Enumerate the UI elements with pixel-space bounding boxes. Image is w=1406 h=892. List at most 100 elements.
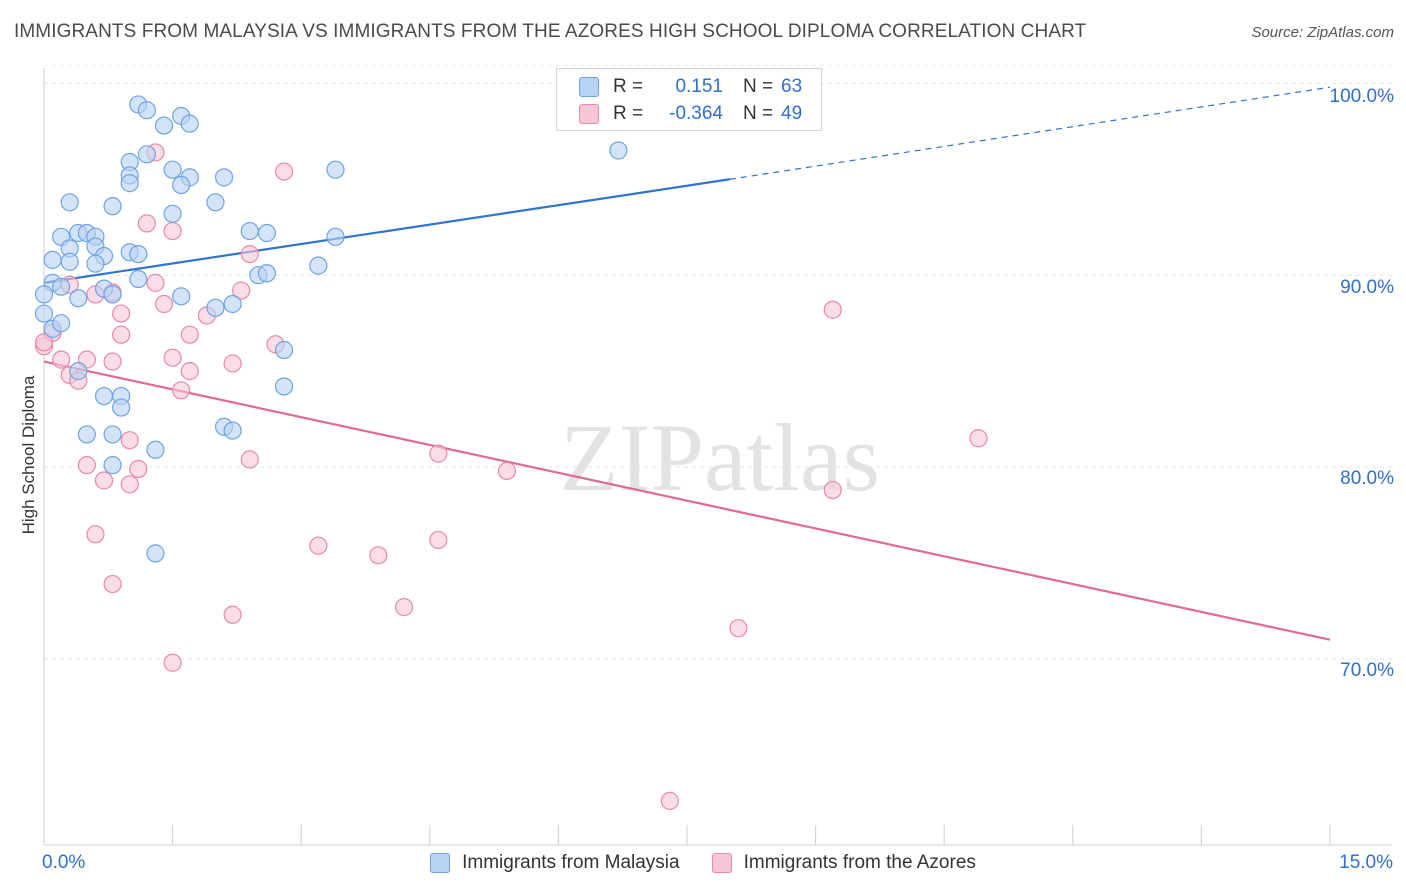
data-point-malaysia	[609, 141, 628, 160]
data-point-malaysia	[137, 101, 156, 120]
data-point-malaysia	[257, 264, 277, 283]
y-tick-label-90: 90.0%	[1340, 277, 1394, 298]
data-point-azores	[823, 480, 842, 500]
data-point-malaysia	[129, 269, 148, 289]
data-point-malaysia	[103, 285, 122, 304]
data-points	[34, 95, 988, 810]
data-point-azores	[232, 281, 251, 300]
data-point-azores	[497, 461, 517, 480]
data-point-azores	[180, 325, 199, 344]
data-point-azores	[309, 536, 328, 555]
data-point-malaysia	[240, 221, 259, 241]
legend-n-label: N =	[743, 103, 774, 124]
legend-item-malaysia[interactable]: Immigrants from Malaysia	[430, 852, 680, 874]
data-point-azores	[223, 354, 242, 373]
x-tick-label-max: 15.0%	[1339, 852, 1393, 873]
data-point-malaysia	[163, 160, 182, 179]
data-point-malaysia	[86, 254, 105, 273]
data-point-azores	[94, 471, 114, 490]
data-point-malaysia	[129, 244, 148, 264]
data-point-azores	[274, 162, 294, 181]
data-point-malaysia	[206, 193, 225, 212]
data-point-malaysia	[326, 160, 345, 179]
series-legend: Immigrants from Malaysia Immigrants from…	[0, 852, 1406, 874]
legend-n-value: 49	[781, 103, 803, 124]
data-point-malaysia	[112, 398, 131, 417]
legend-row-malaysia: R = 0.151 N = 63	[557, 73, 802, 101]
data-point-azores	[172, 381, 191, 400]
data-point-malaysia	[223, 421, 242, 440]
legend-label-malaysia: Immigrants from Malaysia	[462, 852, 680, 873]
legend-n-label: N =	[743, 76, 774, 97]
data-point-azores	[34, 333, 54, 352]
data-point-malaysia	[34, 285, 54, 304]
legend-r-label: R =	[613, 103, 644, 124]
trend-line-azores	[43, 360, 1331, 641]
trend-line-malaysia	[43, 178, 731, 284]
data-point-malaysia	[309, 256, 328, 275]
trend-lines	[43, 86, 1331, 641]
y-tick-label-70: 70.0%	[1340, 660, 1394, 681]
data-point-azores	[429, 444, 448, 463]
data-point-azores	[163, 221, 182, 241]
data-point-azores	[729, 619, 748, 638]
data-point-malaysia	[146, 440, 165, 459]
data-point-azores	[103, 574, 122, 594]
data-point-azores	[823, 300, 842, 319]
source-credit: Source: ZipAtlas.com	[1251, 24, 1394, 41]
data-point-malaysia	[214, 168, 234, 187]
data-point-azores	[112, 304, 131, 323]
legend-n-value: 63	[781, 76, 803, 97]
data-point-azores	[154, 294, 174, 314]
data-point-azores	[120, 475, 139, 494]
data-point-malaysia	[163, 204, 182, 223]
data-point-malaysia	[60, 193, 79, 212]
data-point-malaysia	[137, 145, 156, 164]
data-point-azores	[103, 352, 122, 371]
data-point-malaysia	[103, 425, 122, 444]
data-point-azores	[369, 546, 388, 565]
correlation-legend: R = 0.151 N = 63 R = -0.364 N = 49	[556, 68, 822, 131]
legend-swatch-azores	[579, 104, 599, 124]
data-point-malaysia	[120, 174, 139, 193]
legend-item-azores[interactable]: Immigrants from the Azores	[711, 852, 976, 874]
data-point-malaysia	[60, 252, 79, 271]
data-point-azores	[429, 530, 448, 550]
legend-swatch-azores	[711, 853, 732, 873]
data-point-malaysia	[326, 227, 345, 246]
data-point-malaysia	[69, 289, 88, 308]
data-point-azores	[86, 525, 105, 544]
x-tick-label-min: 0.0%	[42, 852, 86, 873]
data-point-malaysia	[52, 277, 71, 296]
data-point-malaysia	[77, 425, 96, 444]
legend-r-value: 0.151	[675, 76, 723, 97]
data-point-azores	[146, 273, 165, 292]
data-point-azores	[223, 605, 242, 624]
data-point-malaysia	[94, 386, 114, 406]
data-point-azores	[52, 350, 71, 369]
data-point-malaysia	[103, 456, 122, 475]
data-point-malaysia	[69, 362, 88, 381]
data-point-malaysia	[257, 223, 277, 243]
data-point-azores	[180, 362, 199, 381]
data-point-azores	[240, 450, 259, 469]
data-point-malaysia	[43, 250, 62, 269]
data-point-azores	[120, 431, 139, 450]
data-point-azores	[137, 214, 156, 233]
data-point-malaysia	[154, 116, 174, 135]
legend-label-azores: Immigrants from the Azores	[743, 852, 976, 873]
data-point-azores	[163, 348, 182, 367]
data-point-azores	[129, 459, 148, 479]
legend-r-label: R =	[613, 76, 644, 97]
data-point-azores	[240, 244, 259, 264]
data-point-malaysia	[206, 298, 225, 317]
data-point-azores	[660, 791, 679, 810]
trend-line-malaysia-extension	[729, 86, 1331, 180]
axes	[43, 68, 1392, 846]
legend-row-azores: R = -0.364 N = 49	[557, 100, 802, 128]
data-point-malaysia	[103, 197, 122, 216]
data-point-malaysia	[172, 175, 191, 195]
chart-title: IMMIGRANTS FROM MALAYSIA VS IMMIGRANTS F…	[14, 21, 1087, 42]
legend-swatch-malaysia	[579, 77, 599, 97]
